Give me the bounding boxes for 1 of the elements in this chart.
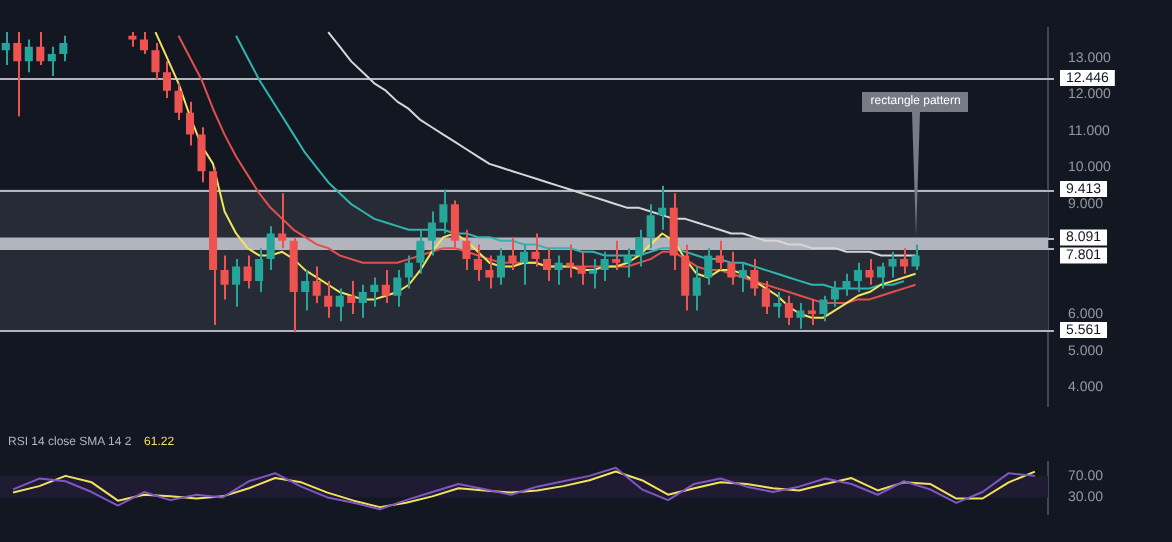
- candlestick: [508, 236, 517, 272]
